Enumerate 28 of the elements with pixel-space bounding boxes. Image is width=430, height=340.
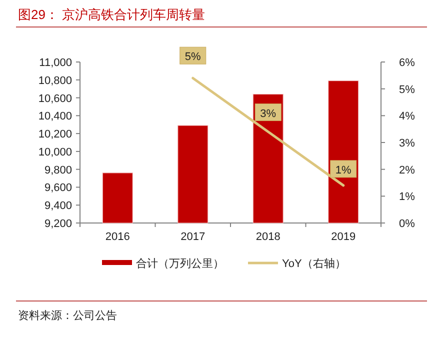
chart-title: 图29： 京沪高铁合计列车周转量 <box>18 7 206 22</box>
y2-tick-label: 0% <box>399 218 416 230</box>
y2-tick-label: 5% <box>399 84 416 96</box>
y2-tick-label: 3% <box>399 138 416 150</box>
y-tick-label: 10,600 <box>38 92 72 105</box>
y2-tick-label: 2% <box>399 164 416 176</box>
x-tick-label: 2016 <box>105 231 130 243</box>
y-tick-label: 9,800 <box>44 164 72 176</box>
y2-tick-label: 1% <box>399 191 416 204</box>
y2-tick-label: 6% <box>399 57 416 69</box>
data-label: 3% <box>260 108 276 120</box>
y2-tick-label: 4% <box>399 110 416 123</box>
y-tick-label: 9,400 <box>44 200 72 212</box>
y-tick-label: 9,200 <box>44 218 72 230</box>
legend-label: YoY（右轴） <box>282 257 346 270</box>
data-label: 5% <box>184 51 202 64</box>
y-tick-label: 10,400 <box>38 110 72 123</box>
x-tick-label: 2018 <box>256 231 280 243</box>
legend-label: 合计（万列公里） <box>136 257 224 270</box>
y-tick-label: 9,600 <box>44 182 72 194</box>
y-tick-label: 11,000 <box>39 57 72 69</box>
y-tick-label: 10,800 <box>38 74 72 87</box>
x-tick-label: 2017 <box>180 231 206 243</box>
data-label: 1% <box>335 164 352 176</box>
y-tick-label: 10,200 <box>38 128 72 141</box>
x-tick-label: 2019 <box>331 231 356 243</box>
text: 资料来源：公司公告 <box>18 309 117 322</box>
y-tick-label: 10,000 <box>38 146 72 158</box>
